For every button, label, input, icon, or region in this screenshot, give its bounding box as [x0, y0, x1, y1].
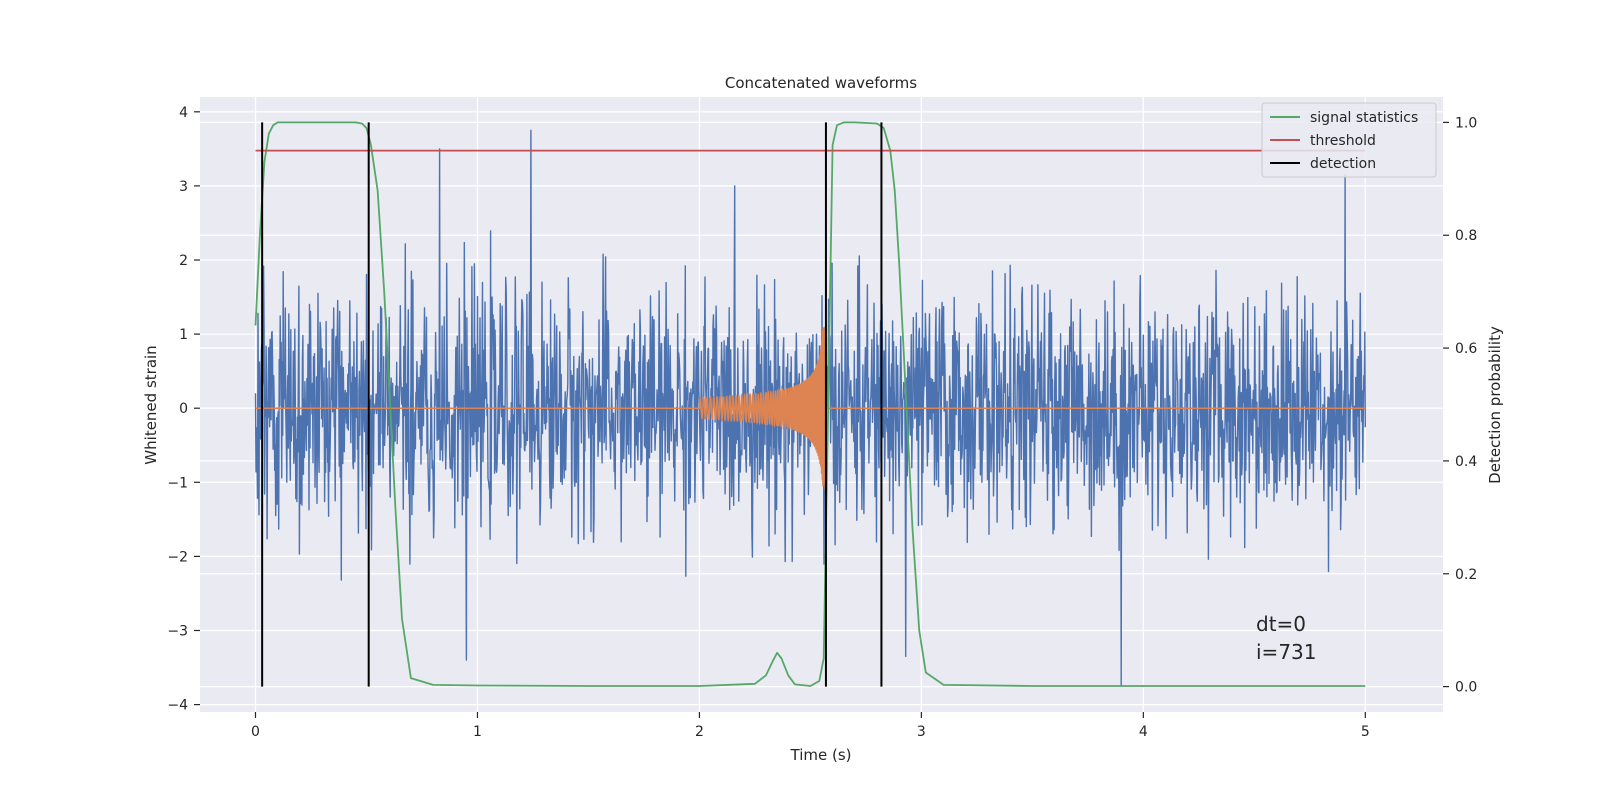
- y-axis-label: Whitened strain: [142, 345, 160, 464]
- y-tick-label-2: 2: [179, 253, 188, 269]
- x-axis: 0 1 2 3 4 5: [251, 712, 1370, 740]
- legend-label-threshold: threshold: [1310, 133, 1376, 149]
- y2-tick-label-0: 0.0: [1455, 680, 1477, 696]
- y-tick-label-4: 4: [179, 105, 188, 121]
- y2-tick-label-4: 0.8: [1455, 228, 1477, 244]
- right-axis: 0.0 0.2 0.4 0.6 0.8 1.0: [1443, 115, 1477, 696]
- y-tick-label--3: −3: [167, 623, 188, 639]
- annotation-i: i=731: [1256, 640, 1317, 664]
- series-signal-statistics: [254, 121, 1366, 687]
- legend-label-signal-statistics: signal statistics: [1310, 110, 1418, 126]
- y-tick-label-1: 1: [179, 327, 188, 343]
- legend-frame: [1261, 102, 1437, 178]
- x-tick-label-3: 3: [917, 724, 926, 740]
- x-tick-label-4: 4: [1139, 724, 1148, 740]
- chart-title: Concatenated waveforms: [725, 74, 917, 92]
- left-axis: −4 −3 −2 −1 0 1 2 3 4: [167, 105, 200, 714]
- x-tick-label-2: 2: [695, 724, 704, 740]
- y-tick-label--4: −4: [167, 698, 188, 714]
- y2-tick-label-2: 0.4: [1455, 454, 1477, 470]
- x-axis-label: Time (s): [790, 746, 852, 764]
- x-tick-label-0: 0: [251, 724, 260, 740]
- y2-axis-label: Detection probability: [1486, 326, 1504, 484]
- y-tick-label-0: 0: [179, 401, 188, 417]
- y2-tick-label-5: 1.0: [1455, 115, 1477, 131]
- y-tick-label--2: −2: [167, 549, 188, 565]
- y-tick-label-3: 3: [179, 179, 188, 195]
- legend: signal statistics threshold detection: [1261, 102, 1437, 178]
- annotation-dt: dt=0: [1256, 612, 1306, 636]
- strain-line: [254, 129, 1367, 687]
- y2-tick-label-3: 0.6: [1455, 341, 1477, 357]
- x-tick-label-5: 5: [1361, 724, 1370, 740]
- y-tick-label--1: −1: [167, 475, 188, 491]
- injection-line: [255, 326, 1366, 491]
- plot-lines: [254, 121, 1367, 687]
- x-tick-label-1: 1: [473, 724, 482, 740]
- legend-label-detection: detection: [1310, 156, 1376, 172]
- y2-tick-label-1: 0.2: [1455, 567, 1477, 583]
